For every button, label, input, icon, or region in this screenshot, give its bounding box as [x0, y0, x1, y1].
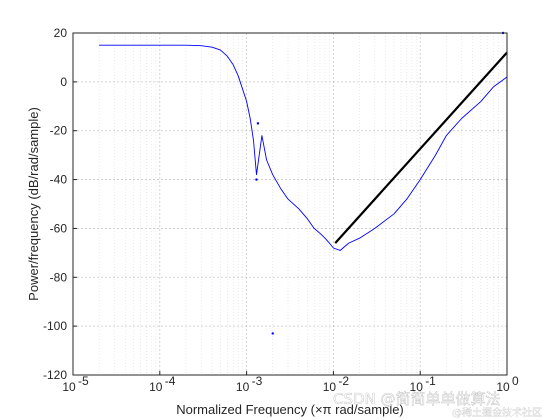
x-tick-exponent: -2 [338, 374, 349, 388]
x-tick-label: 10 [323, 380, 337, 394]
y-tick-label: -20 [50, 124, 68, 138]
x-tick-label: 10 [149, 380, 163, 394]
tick-layer: 10 -5 10 -4 10 -3 10 -2 10 -1 10 0-120-100-80-60-40… [43, 26, 519, 394]
y-tick-label: -120 [43, 368, 67, 382]
axes-frame [72, 32, 508, 376]
watermark: CSDN @简简单单做算法 [333, 390, 501, 408]
y-tick-label: 20 [54, 26, 68, 40]
series-layer [99, 31, 508, 335]
y-tick-label: -80 [50, 270, 68, 284]
feature-point [271, 332, 274, 335]
x-tick-exponent: 0 [512, 374, 519, 388]
y-tick-label: -40 [50, 173, 68, 187]
trend-line [334, 51, 508, 244]
x-tick-exponent: -1 [425, 374, 436, 388]
feature-point [256, 122, 260, 125]
x-tick-exponent: -4 [165, 374, 176, 388]
feature-point [255, 178, 258, 181]
x-tick-exponent: -3 [252, 374, 263, 388]
x-tick-label: 10 [236, 380, 250, 394]
plot-area [73, 33, 507, 375]
x-axis-label: Normalized Frequency (×π rad/sample) [176, 402, 404, 417]
y-tick-label: 0 [60, 75, 67, 89]
x-tick-exponent: -5 [78, 374, 89, 388]
y-tick-label: -100 [43, 319, 67, 333]
x-tick-label: 10 [62, 380, 76, 394]
x-tick-label: 10 [496, 380, 510, 394]
watermark-secondary: @稀土掘金技术社区 [452, 406, 542, 419]
y-axis-label: Power/frequency (dB/rad/sample) [26, 107, 41, 301]
x-tick-label: 10 [410, 380, 424, 394]
psd-line [99, 44, 508, 251]
y-tick-label: -60 [50, 221, 68, 235]
